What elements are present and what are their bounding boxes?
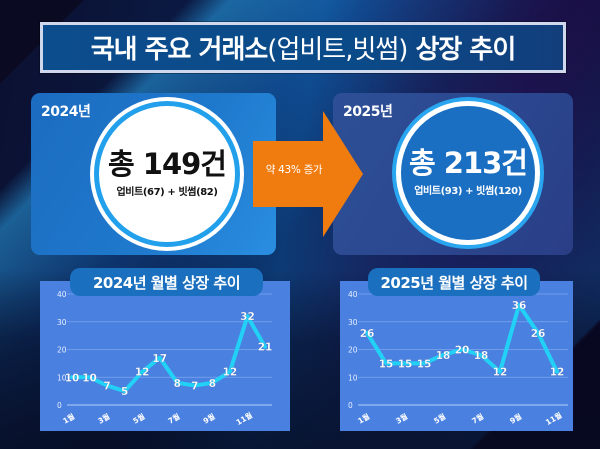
data-label: 26 (360, 328, 375, 340)
data-label: 12 (223, 367, 238, 379)
data-label: 7 (191, 381, 198, 393)
arrow-right-icon (253, 111, 363, 237)
chart-2024-panel: 0 10 20 30 40 1월 3월 5월 7월 9월 11월 10 10 7 5 12 17 8 7 8 12 32 2… (40, 281, 290, 431)
data-label: 20 (455, 345, 470, 357)
chart-2025-plot: 0 10 20 30 40 1월 3월 5월 7월 9월 11월 26 15 15 15 18 20 18 12 36… (348, 290, 568, 427)
x-tick-label: 3월 (394, 411, 410, 426)
data-label: 10 (82, 372, 97, 384)
x-tick-label: 1월 (356, 411, 372, 426)
data-line (70, 314, 267, 394)
data-label: 8 (174, 378, 181, 390)
data-line (365, 303, 559, 374)
chart-2024-title: 2024년 월별 상장 추이 (70, 268, 263, 296)
total-count-2025: 총 213건 (409, 146, 528, 180)
data-label: 10 (65, 372, 80, 384)
data-label: 15 (398, 358, 413, 370)
y-tick-label: 10 (57, 373, 67, 382)
data-label: 12 (135, 367, 150, 379)
y-tick-label: 0 (348, 401, 353, 410)
title-bold: 국내 주요 거래소 (90, 35, 269, 65)
year-label-2025: 2025년 (343, 104, 393, 120)
title-tail: 상장 추이 (407, 35, 517, 65)
data-label: 5 (121, 386, 128, 398)
y-tick-label: 40 (57, 290, 67, 299)
y-tick-label: 30 (57, 318, 67, 327)
data-label: 12 (550, 367, 565, 379)
total-circle-2025: 총 213건 업비트(93) + 빗썸(120) (396, 101, 540, 245)
data-label: 32 (240, 311, 255, 323)
data-label: 21 (258, 342, 273, 354)
breakdown-2025: 업비트(93) + 빗썸(120) (414, 186, 522, 197)
data-label: 12 (493, 367, 508, 379)
data-label: 18 (474, 350, 489, 362)
chart-2025-title: 2025년 월별 상장 추이 (368, 268, 540, 296)
data-label: 18 (436, 350, 451, 362)
data-label: 17 (152, 353, 167, 365)
growth-label: 약 43% 증가 (265, 164, 323, 176)
data-label: 36 (512, 300, 527, 312)
y-tick-label: 10 (348, 373, 358, 382)
y-tick-label: 40 (348, 290, 358, 299)
data-label: 15 (417, 358, 432, 370)
total-count-2024: 총 149건 (108, 147, 227, 181)
x-tick-label: 9월 (201, 411, 217, 426)
page-title: 국내 주요 거래소 (업비트,빗썸) 상장 추이 (40, 22, 566, 73)
year-label-2024: 2024년 (41, 104, 91, 120)
title-light: (업비트,빗썸) (267, 35, 408, 65)
data-label: 8 (209, 378, 216, 390)
x-tick-label: 9월 (508, 411, 524, 426)
y-tick-label: 20 (348, 346, 358, 355)
x-tick-label: 7월 (166, 411, 182, 426)
x-tick-label: 11월 (234, 410, 254, 427)
x-tick-label: 5월 (131, 411, 147, 426)
chart-2025-panel: 0 10 20 30 40 1월 3월 5월 7월 9월 11월 26 15 15 15 18 20 18 12 36… (340, 281, 573, 431)
data-label: 7 (103, 381, 110, 393)
y-tick-label: 30 (348, 318, 358, 327)
y-tick-label: 0 (57, 401, 62, 410)
x-tick-label: 5월 (432, 411, 448, 426)
data-label: 15 (379, 358, 394, 370)
data-label: 26 (531, 328, 546, 340)
x-tick-label: 1월 (61, 411, 77, 426)
y-tick-label: 20 (57, 346, 67, 355)
x-tick-label: 7월 (470, 411, 486, 426)
x-tick-label: 11월 (543, 410, 563, 427)
breakdown-2024: 업비트(67) + 빗썸(82) (116, 187, 218, 198)
x-tick-label: 3월 (96, 411, 112, 426)
total-circle-2024: 총 149건 업비트(67) + 빗썸(82) (94, 101, 240, 247)
